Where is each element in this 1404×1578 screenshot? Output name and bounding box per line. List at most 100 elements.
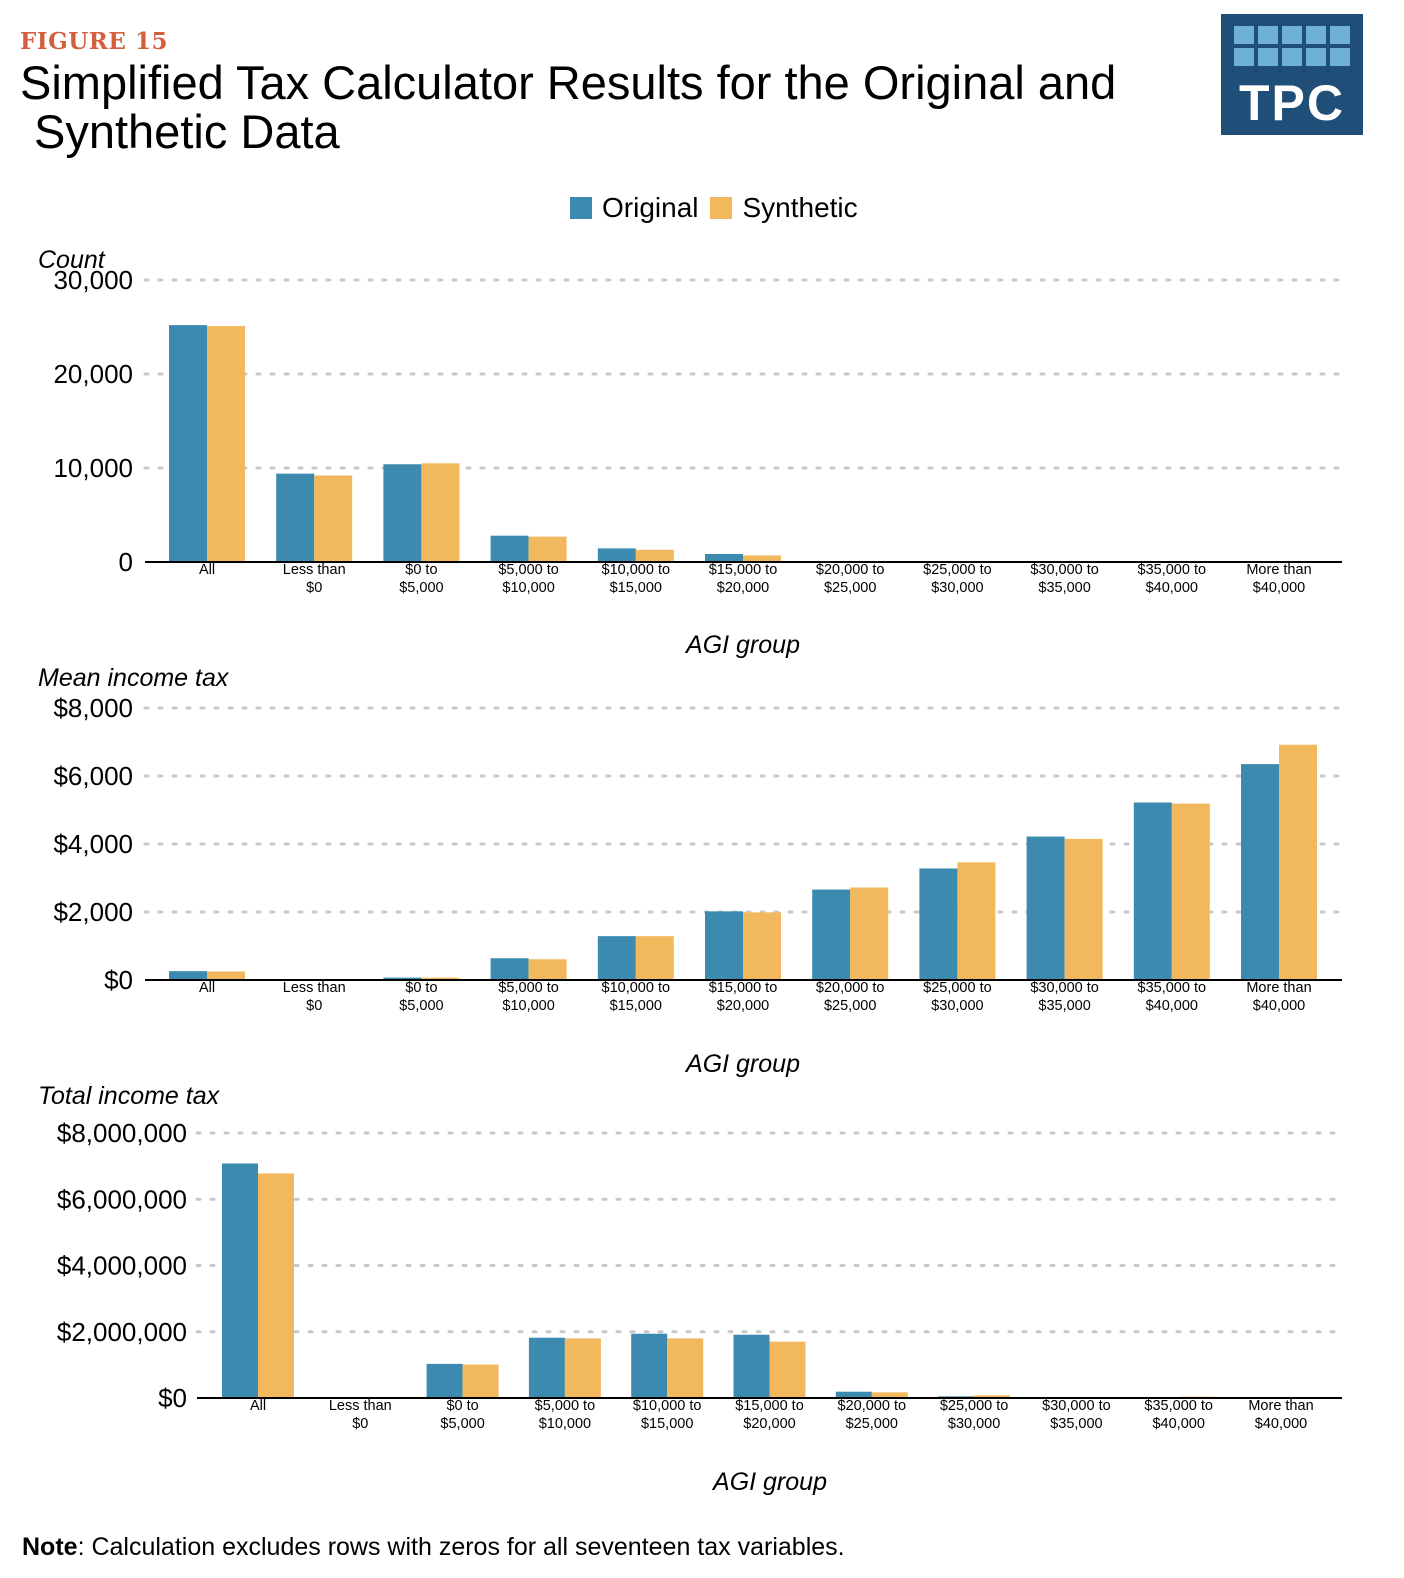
y-tick-label: $0 (104, 965, 133, 995)
bar-synthetic (743, 555, 781, 562)
legend-item-original: Original (570, 192, 698, 224)
title-line-2: Synthetic Data (34, 105, 340, 158)
bar-synthetic (1171, 803, 1210, 980)
bar-original (169, 325, 207, 562)
logo-cell (1234, 26, 1254, 44)
logo-cell (1282, 48, 1302, 66)
y-tick-label: 30,000 (53, 265, 133, 295)
bar-original (1241, 764, 1279, 980)
title-line-1: Simplified Tax Calculator Results for th… (20, 56, 1117, 109)
x-tick-label: $5,000 to $10,000 (498, 980, 558, 1014)
bar-synthetic (462, 1364, 499, 1398)
bar-synthetic (871, 1392, 908, 1398)
bar-original (1133, 802, 1172, 980)
x-tick-label: $0 to $5,000 (399, 980, 443, 1014)
bar-original (919, 868, 958, 980)
x-tick-label: $10,000 to $15,000 (602, 980, 671, 1014)
bar-synthetic (207, 971, 245, 980)
x-tick-label: All (199, 980, 215, 996)
bar-original (528, 1337, 565, 1398)
x-tick-label: $20,000 to $25,000 (816, 980, 885, 1014)
logo-cell (1330, 26, 1350, 44)
x-tick-label: $25,000 to $30,000 (923, 980, 992, 1014)
x-axis-title: AGI group (711, 1468, 827, 1496)
y-tick-label: $8,000,000 (57, 1118, 187, 1148)
tpc-logo: TPC (1221, 14, 1363, 135)
logo-cell (1306, 26, 1326, 44)
bar-original (597, 548, 636, 562)
x-tick-label: $30,000 to $35,000 (1030, 562, 1099, 596)
bar-synthetic (635, 549, 674, 562)
bar-original (597, 936, 636, 980)
y-tick-label: $0 (158, 1383, 187, 1413)
y-axis-title: Mean income tax (38, 664, 230, 692)
bar-original (222, 1163, 258, 1398)
x-tick-label: More than $40,000 (1246, 980, 1311, 1014)
x-axis-title: AGI group (684, 631, 800, 659)
legend-label-original: Original (602, 192, 699, 223)
bar-synthetic (957, 862, 996, 980)
bar-synthetic (528, 536, 567, 562)
x-tick-label: $0 to $5,000 (440, 1398, 484, 1432)
logo-cell (1330, 48, 1350, 66)
bar-synthetic (743, 912, 781, 980)
y-tick-label: $2,000,000 (57, 1317, 187, 1347)
logo-cell (1258, 26, 1278, 44)
figure-label: FIGURE 15 (20, 28, 168, 55)
y-tick-label: 0 (119, 547, 133, 577)
x-tick-label: $30,000 to $35,000 (1042, 1398, 1111, 1432)
mean-income-tax-chart: Mean income tax $0 $2,000 $4,000 $6,000 $8,00… (38, 664, 1344, 1078)
x-tick-label: $15,000 to $20,000 (709, 980, 778, 1014)
x-tick-label: $5,000 to $10,000 (498, 562, 558, 596)
bar-synthetic (207, 326, 245, 562)
bar-original (169, 971, 207, 980)
legend-item-synthetic: Synthetic (710, 192, 858, 224)
bar-synthetic (850, 887, 889, 980)
logo-cell (1282, 26, 1302, 44)
y-tick-label: $4,000 (53, 829, 133, 859)
bar-synthetic (635, 936, 674, 980)
x-tick-label: $20,000 to $25,000 (816, 562, 885, 596)
bar-original (490, 535, 529, 562)
y-tick-label: $4,000,000 (57, 1251, 187, 1281)
bar-synthetic (667, 1338, 704, 1398)
y-tick-label: 20,000 (53, 359, 133, 389)
note-text: : Calculation excludes rows with zeros f… (77, 1533, 845, 1561)
count-chart: Count 0 10,000 20,000 30,000 All Less than $0 $0… (38, 246, 1344, 659)
x-tick-label: $35,000 to $40,000 (1138, 980, 1207, 1014)
x-tick-label: $5,000 to $10,000 (535, 1398, 595, 1432)
page-title: Simplified Tax Calculator Results for th… (20, 58, 1190, 156)
x-tick-label: $15,000 to $20,000 (709, 562, 778, 596)
x-tick-label: $0 to $5,000 (399, 562, 443, 596)
x-tick-label: $35,000 to $40,000 (1138, 562, 1207, 596)
x-tick-label: $25,000 to $30,000 (940, 1398, 1009, 1432)
bar-original (705, 554, 743, 562)
bar-original (705, 911, 743, 980)
bar-synthetic (421, 977, 460, 980)
bar-synthetic (258, 1173, 294, 1398)
logo-cell (1306, 48, 1326, 66)
bar-original (276, 473, 315, 562)
y-axis-title: Total income tax (38, 1082, 221, 1110)
bar-original (1026, 836, 1065, 980)
x-tick-label: $25,000 to $30,000 (923, 562, 992, 596)
note: Note: Calculation excludes rows with zer… (22, 1533, 845, 1562)
bar-original (812, 889, 851, 980)
bar-original (426, 1363, 463, 1398)
y-tick-label: $6,000,000 (57, 1184, 187, 1214)
y-axis-title: Count (38, 246, 106, 274)
bar-original (733, 1334, 770, 1398)
x-tick-label: All (199, 562, 215, 578)
x-tick-label: $30,000 to $35,000 (1030, 980, 1099, 1014)
x-tick-label: All (250, 1398, 266, 1414)
x-tick-label: More than $40,000 (1246, 562, 1311, 596)
chart-legend: Original Synthetic (570, 192, 870, 224)
bar-synthetic (528, 959, 567, 980)
bar-synthetic (1064, 838, 1103, 980)
bar-synthetic (421, 463, 460, 562)
bar-synthetic (769, 1341, 806, 1398)
bar-synthetic (974, 1395, 1011, 1398)
x-tick-label: Less than $0 (329, 1398, 392, 1432)
y-tick-label: $8,000 (53, 693, 133, 723)
x-tick-label: $10,000 to $15,000 (633, 1398, 702, 1432)
